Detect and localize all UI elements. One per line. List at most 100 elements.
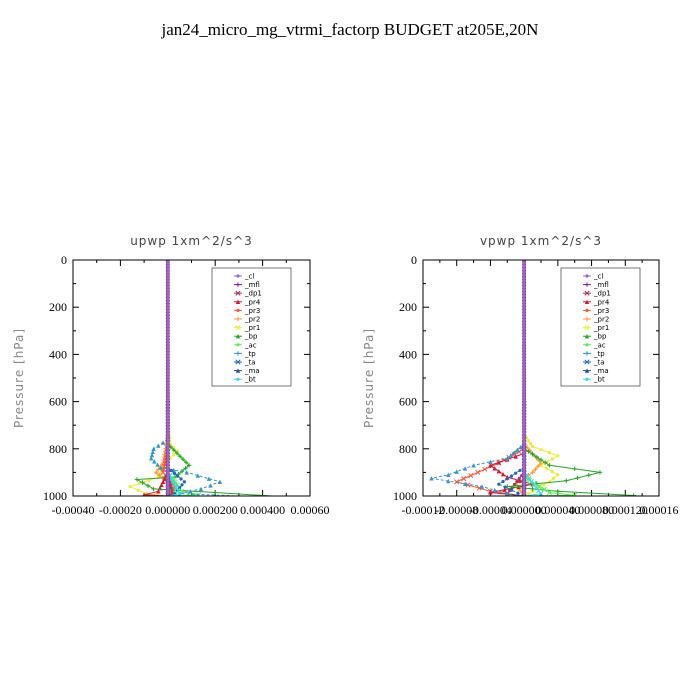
data-point <box>536 483 542 489</box>
legend-label: _mfl <box>593 281 609 289</box>
data-point <box>522 476 526 480</box>
data-point <box>488 459 493 464</box>
data-point <box>173 485 179 491</box>
data-point <box>533 467 538 472</box>
data-point <box>142 492 146 496</box>
legend-label: _pr3 <box>244 307 260 315</box>
data-point <box>235 334 241 339</box>
series-line-tp <box>431 443 525 496</box>
data-point <box>522 306 526 310</box>
data-point <box>429 476 434 481</box>
data-point <box>528 441 533 446</box>
panel-title: upwp 1xm^2/s^3 <box>130 234 253 248</box>
plot-area <box>429 260 636 496</box>
data-point <box>175 488 181 494</box>
data-point <box>471 463 476 468</box>
data-point <box>166 353 170 358</box>
data-point <box>166 476 170 480</box>
data-point <box>522 309 526 313</box>
legend-label: _tp <box>593 350 605 358</box>
data-point <box>496 460 502 465</box>
data-point <box>454 469 459 474</box>
data-point <box>564 478 569 483</box>
data-point <box>157 473 162 478</box>
data-point <box>166 473 170 477</box>
data-point <box>572 466 577 472</box>
data-point <box>166 485 170 489</box>
data-point <box>522 300 526 304</box>
data-point <box>522 279 526 283</box>
data-point <box>206 476 212 481</box>
data-point <box>166 300 170 304</box>
data-point <box>513 454 518 459</box>
data-point <box>171 467 176 473</box>
data-point <box>149 452 155 458</box>
y-tick-label: 800 <box>49 442 67 456</box>
data-point <box>522 327 526 331</box>
data-point <box>575 475 580 481</box>
data-point <box>137 481 141 486</box>
x-tick-label: 0.00016 <box>640 503 679 517</box>
data-point <box>522 467 526 471</box>
data-point <box>522 330 526 334</box>
data-point <box>166 356 170 361</box>
data-point <box>166 392 170 397</box>
data-point <box>166 404 170 408</box>
data-point <box>166 309 170 313</box>
data-point <box>166 315 170 319</box>
legend-label: _pr4 <box>593 298 610 306</box>
data-point <box>522 410 526 414</box>
data-point <box>503 485 507 489</box>
data-point <box>172 471 177 475</box>
data-point <box>508 453 513 458</box>
x-tick-label: -0.00008 <box>435 503 478 517</box>
data-point <box>584 299 590 304</box>
data-point <box>235 290 241 296</box>
data-point <box>166 303 170 307</box>
legend-label: _tp <box>244 350 256 358</box>
data-point <box>155 462 160 467</box>
data-point <box>465 482 471 488</box>
data-point <box>166 336 170 340</box>
data-point <box>522 342 526 346</box>
data-point <box>545 466 549 471</box>
data-point <box>585 377 589 381</box>
data-point <box>162 476 167 481</box>
data-point <box>236 343 240 347</box>
data-point <box>166 413 170 417</box>
data-point <box>522 374 526 379</box>
data-point <box>522 458 526 462</box>
data-point <box>584 359 590 365</box>
data-point <box>166 279 170 283</box>
data-point <box>550 470 554 474</box>
data-point <box>522 431 526 435</box>
data-point <box>149 456 154 461</box>
data-point <box>235 351 241 356</box>
data-point <box>522 288 526 292</box>
data-point <box>166 440 170 444</box>
plot-frame <box>422 259 660 497</box>
legend-label: _bp <box>244 333 258 341</box>
data-point <box>538 491 544 496</box>
data-point <box>530 470 535 475</box>
data-point <box>556 473 560 477</box>
data-point <box>522 443 526 447</box>
data-point <box>177 491 183 496</box>
data-point <box>496 469 502 474</box>
data-point <box>166 267 170 271</box>
y-tick-label: 200 <box>399 300 417 314</box>
data-point <box>502 487 507 492</box>
data-point <box>522 297 526 301</box>
data-point <box>166 383 170 388</box>
x-tick-label: 0.000400 <box>240 503 285 517</box>
data-point <box>236 308 240 312</box>
legend-label: _pr2 <box>593 316 609 324</box>
data-point <box>526 492 530 496</box>
data-point <box>522 422 526 426</box>
data-point <box>166 452 170 456</box>
data-point <box>530 444 535 449</box>
data-point <box>166 464 170 468</box>
data-point <box>166 422 170 426</box>
data-point <box>166 291 170 295</box>
x-tick-label: 0.00060 <box>291 503 330 517</box>
